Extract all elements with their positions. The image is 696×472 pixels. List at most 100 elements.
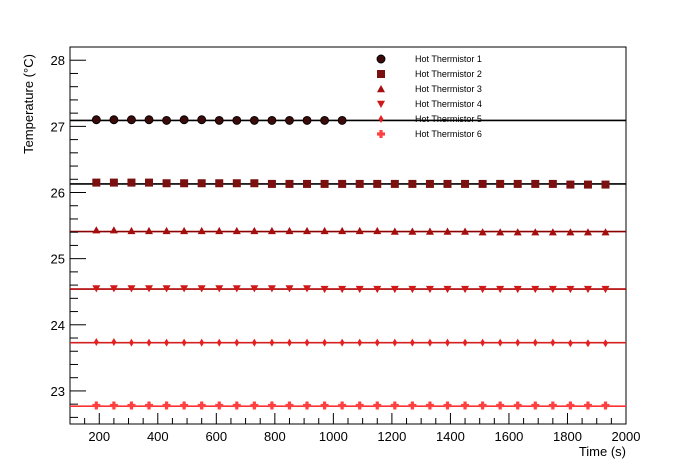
data-point [285, 285, 294, 293]
data-point [162, 226, 171, 235]
data-point [513, 285, 522, 294]
data-point [583, 285, 592, 294]
data-point [179, 115, 189, 125]
data-point [127, 285, 136, 293]
data-point [566, 228, 575, 236]
data-point [601, 285, 610, 294]
data-point [568, 339, 573, 348]
data-point [232, 401, 241, 410]
data-point [267, 401, 276, 410]
data-point [531, 285, 540, 294]
legend-label: Hot Thermistor 6 [415, 129, 482, 139]
data-point [513, 228, 522, 236]
legend-marker [376, 54, 386, 64]
data-point [408, 285, 417, 294]
data-point [145, 178, 154, 187]
data-point [303, 401, 312, 410]
data-point [214, 115, 224, 125]
data-point [373, 226, 382, 235]
data-point [462, 338, 468, 347]
data-point [285, 401, 294, 410]
data-point [374, 338, 380, 347]
x-tick-label: 1600 [494, 429, 523, 444]
y-tick-label: 27 [51, 119, 65, 134]
data-point [338, 226, 347, 235]
data-point [443, 401, 452, 410]
data-point [408, 401, 417, 410]
x-tick-label: 1200 [377, 429, 406, 444]
x-tick-label: 200 [88, 429, 110, 444]
data-point [338, 285, 347, 294]
data-point [145, 401, 154, 410]
data-point [232, 226, 241, 235]
data-point [109, 115, 119, 125]
data-point [232, 285, 241, 293]
data-point [338, 179, 347, 188]
data-point [532, 338, 538, 347]
data-point [322, 338, 327, 347]
data-point [162, 285, 171, 293]
data-point [355, 285, 364, 294]
data-point [234, 338, 240, 347]
data-point [513, 401, 522, 410]
data-point [302, 115, 312, 125]
x-tick-label: 1400 [436, 429, 465, 444]
data-point [162, 179, 171, 188]
data-point [355, 401, 364, 410]
legend-marker [377, 70, 385, 78]
data-point [603, 339, 608, 348]
data-point [461, 401, 470, 410]
data-point [409, 338, 415, 347]
data-point [425, 179, 434, 188]
x-tick-label: 600 [205, 429, 227, 444]
legend-label: Hot Thermistor 4 [415, 99, 482, 109]
data-point [215, 179, 224, 188]
data-point [513, 179, 522, 188]
data-point [338, 401, 347, 410]
data-point [390, 285, 399, 294]
data-point [250, 285, 259, 293]
data-point [320, 285, 329, 294]
y-tick-label: 23 [51, 384, 65, 399]
data-point [496, 179, 505, 188]
data-point [461, 227, 470, 235]
data-point [197, 179, 206, 188]
data-point [496, 285, 505, 294]
data-point [355, 226, 364, 235]
data-point [144, 115, 154, 125]
data-point [478, 179, 487, 188]
data-point [127, 115, 136, 125]
data-point [232, 179, 241, 188]
y-tick-label: 25 [51, 252, 65, 267]
data-point [408, 179, 417, 188]
data-point [180, 226, 189, 235]
data-point [129, 338, 134, 347]
data-point [461, 285, 470, 294]
data-point [390, 401, 399, 410]
x-tick-label: 400 [147, 429, 169, 444]
data-point [109, 401, 118, 410]
data-point [583, 180, 592, 189]
data-point [92, 401, 101, 410]
data-point [304, 338, 310, 347]
data-point [109, 226, 118, 234]
data-point [197, 401, 206, 410]
data-point [443, 227, 452, 235]
data-point [601, 401, 610, 410]
data-point [548, 401, 557, 410]
data-point [337, 115, 347, 125]
data-point [355, 179, 364, 188]
data-point [320, 226, 329, 235]
data-point [250, 401, 259, 410]
data-point [180, 179, 189, 188]
data-point [146, 338, 152, 347]
data-point [197, 115, 207, 125]
data-point [145, 285, 154, 293]
data-point [443, 285, 452, 294]
data-point [285, 179, 294, 188]
x-tick-label: 1800 [553, 429, 582, 444]
data-point [267, 179, 276, 188]
data-point [303, 179, 312, 188]
data-point [164, 338, 169, 347]
data-point [566, 401, 575, 410]
